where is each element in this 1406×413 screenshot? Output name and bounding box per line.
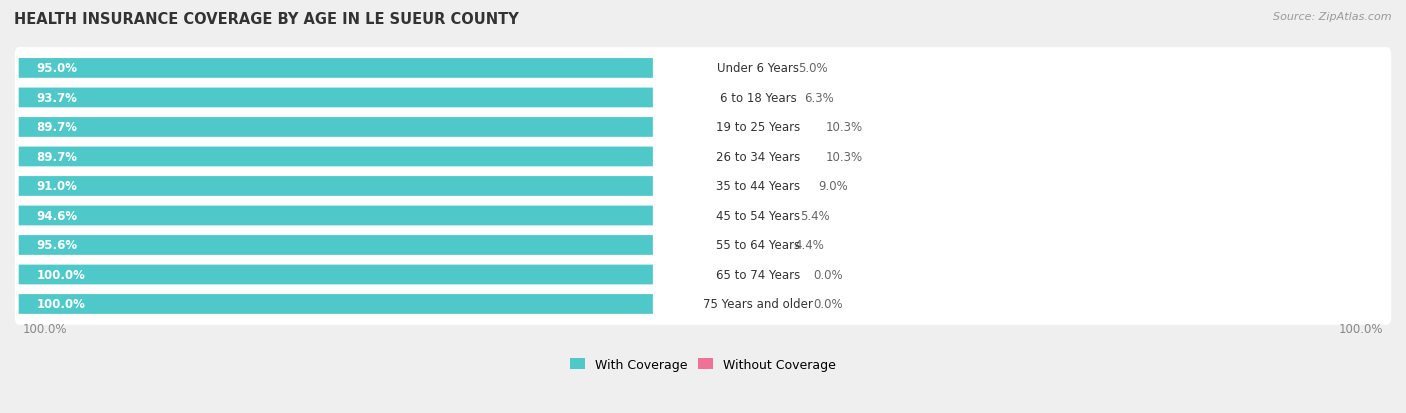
FancyBboxPatch shape [652, 261, 863, 288]
Text: 6 to 18 Years: 6 to 18 Years [720, 92, 796, 104]
FancyBboxPatch shape [758, 147, 811, 167]
Text: 0.0%: 0.0% [813, 268, 842, 281]
FancyBboxPatch shape [652, 232, 863, 259]
Text: 26 to 34 Years: 26 to 34 Years [716, 151, 800, 164]
FancyBboxPatch shape [758, 59, 785, 78]
Text: 4.4%: 4.4% [794, 239, 824, 252]
Text: 95.0%: 95.0% [37, 62, 77, 75]
Text: 91.0%: 91.0% [37, 180, 77, 193]
Text: 0.0%: 0.0% [813, 298, 842, 311]
FancyBboxPatch shape [758, 265, 799, 285]
Text: 89.7%: 89.7% [37, 151, 77, 164]
Text: 6.3%: 6.3% [804, 92, 834, 104]
FancyBboxPatch shape [652, 173, 863, 200]
Text: Source: ZipAtlas.com: Source: ZipAtlas.com [1274, 12, 1392, 22]
FancyBboxPatch shape [18, 294, 758, 314]
FancyBboxPatch shape [18, 147, 682, 167]
FancyBboxPatch shape [14, 136, 1392, 178]
Text: 89.7%: 89.7% [37, 121, 77, 134]
Text: 35 to 44 Years: 35 to 44 Years [716, 180, 800, 193]
Text: 9.0%: 9.0% [818, 180, 848, 193]
Legend: With Coverage, Without Coverage: With Coverage, Without Coverage [565, 353, 841, 376]
FancyBboxPatch shape [14, 195, 1392, 237]
FancyBboxPatch shape [18, 177, 692, 196]
Text: 45 to 54 Years: 45 to 54 Years [716, 209, 800, 223]
Text: 94.6%: 94.6% [37, 209, 77, 223]
FancyBboxPatch shape [758, 118, 811, 138]
FancyBboxPatch shape [14, 166, 1392, 207]
Text: 19 to 25 Years: 19 to 25 Years [716, 121, 800, 134]
Text: 100.0%: 100.0% [22, 322, 67, 335]
FancyBboxPatch shape [758, 206, 786, 226]
Text: 100.0%: 100.0% [37, 268, 86, 281]
FancyBboxPatch shape [18, 265, 758, 285]
FancyBboxPatch shape [652, 85, 863, 112]
Text: 65 to 74 Years: 65 to 74 Years [716, 268, 800, 281]
Text: 55 to 64 Years: 55 to 64 Years [716, 239, 800, 252]
FancyBboxPatch shape [14, 107, 1392, 148]
FancyBboxPatch shape [758, 88, 792, 108]
Text: 95.6%: 95.6% [37, 239, 77, 252]
FancyBboxPatch shape [758, 235, 782, 255]
Text: 93.7%: 93.7% [37, 92, 77, 104]
FancyBboxPatch shape [18, 118, 682, 138]
FancyBboxPatch shape [652, 114, 863, 141]
Text: 5.0%: 5.0% [797, 62, 827, 75]
FancyBboxPatch shape [14, 78, 1392, 119]
FancyBboxPatch shape [18, 59, 721, 78]
Text: 100.0%: 100.0% [37, 298, 86, 311]
Text: 10.3%: 10.3% [825, 121, 863, 134]
FancyBboxPatch shape [758, 177, 806, 196]
FancyBboxPatch shape [18, 235, 725, 255]
FancyBboxPatch shape [652, 55, 863, 82]
FancyBboxPatch shape [652, 144, 863, 171]
Text: 5.4%: 5.4% [800, 209, 830, 223]
Text: HEALTH INSURANCE COVERAGE BY AGE IN LE SUEUR COUNTY: HEALTH INSURANCE COVERAGE BY AGE IN LE S… [14, 12, 519, 27]
Text: Under 6 Years: Under 6 Years [717, 62, 799, 75]
FancyBboxPatch shape [14, 254, 1392, 296]
FancyBboxPatch shape [652, 291, 863, 318]
Text: 75 Years and older: 75 Years and older [703, 298, 813, 311]
FancyBboxPatch shape [18, 206, 718, 226]
FancyBboxPatch shape [18, 88, 711, 108]
FancyBboxPatch shape [758, 294, 799, 314]
FancyBboxPatch shape [652, 202, 863, 229]
Text: 10.3%: 10.3% [825, 151, 863, 164]
Text: 100.0%: 100.0% [1339, 322, 1384, 335]
FancyBboxPatch shape [14, 283, 1392, 325]
FancyBboxPatch shape [14, 225, 1392, 266]
FancyBboxPatch shape [14, 48, 1392, 90]
